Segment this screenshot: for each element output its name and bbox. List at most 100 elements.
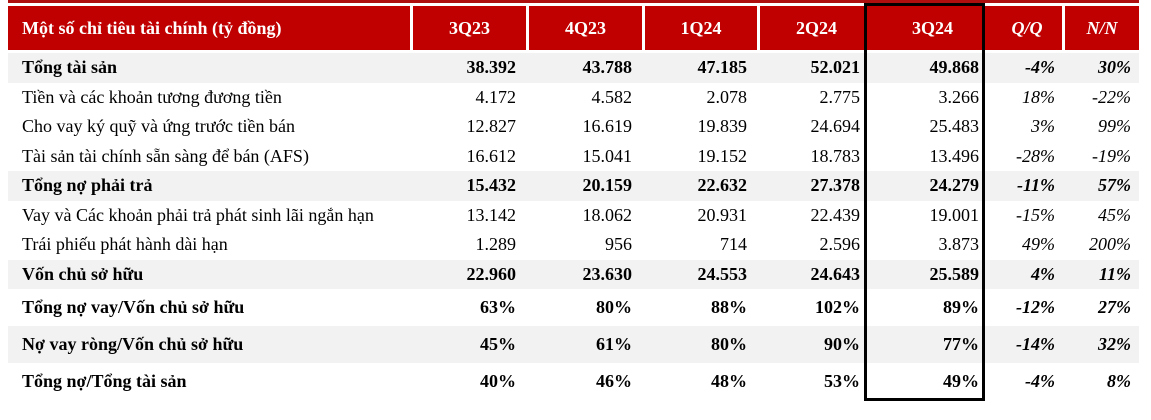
value-cell-2q24: 24.643	[810, 263, 861, 284]
qq-change-cell: -4%	[1025, 57, 1055, 78]
value-cell-3q24: 3.873	[938, 234, 980, 255]
nn-change-cell: 27%	[1098, 297, 1131, 317]
metric-label-cell: Trái phiếu phát hành dài hạn	[22, 234, 228, 255]
value-cell-3q23: 4.172	[475, 86, 517, 107]
metric-label-cell: Tổng nợ phải trả	[22, 175, 153, 196]
qq-change-cell: -12%	[1016, 297, 1055, 317]
value-cell-4q23: 4.582	[591, 86, 633, 107]
nn-change-cell: 8%	[1107, 371, 1131, 391]
value-cell-3q23: 12.827	[466, 116, 517, 137]
value-cell-4q23: 15.041	[582, 145, 633, 166]
value-cell-3q23: 16.612	[466, 145, 517, 166]
table-top-border	[8, 0, 1139, 3]
value-cell-2q24: 27.378	[810, 175, 861, 196]
qq-change-cell: 49%	[1022, 234, 1055, 255]
column-header-qq: Q/Q	[992, 6, 1065, 50]
table-row: Nợ vay ròng/Vốn chủ sở hữu 45% 61% 80% 90% 77…	[8, 326, 1139, 363]
metric-label-cell: Cho vay ký quỹ và ứng trước tiền bán	[22, 116, 295, 137]
value-cell-4q23: 16.619	[582, 116, 633, 137]
value-cell-3q24: 49%	[943, 371, 979, 391]
value-cell-2q24: 24.694	[810, 116, 861, 137]
value-cell-3q24: 19.001	[929, 204, 980, 225]
qq-change-cell: -28%	[1016, 145, 1055, 166]
value-cell-3q23: 15.432	[466, 175, 517, 196]
value-cell-4q23: 23.630	[582, 263, 633, 284]
value-cell-1q24: 88%	[711, 297, 747, 317]
nn-change-cell: -22%	[1092, 86, 1131, 107]
nn-change-cell: 200%	[1089, 234, 1131, 255]
table-body: Tổng tài sản 38.392 43.788 47.185 52.021 49.8…	[8, 53, 1139, 400]
value-cell-3q24: 3.266	[938, 86, 980, 107]
value-cell-1q24: 48%	[711, 371, 747, 391]
table-row: Vay và Các khoản phải trả phát sinh lãi …	[8, 201, 1139, 231]
nn-change-cell: 99%	[1098, 116, 1131, 137]
value-cell-1q24: 24.553	[697, 263, 748, 284]
value-cell-4q23: 956	[605, 234, 632, 255]
value-cell-1q24: 19.839	[697, 116, 748, 137]
qq-change-cell: -14%	[1016, 334, 1055, 354]
nn-change-cell: 45%	[1098, 204, 1131, 225]
value-cell-3q23: 1.289	[475, 234, 517, 255]
table-row: Tài sản tài chính sẵn sàng để bán (AFS) 1…	[8, 142, 1139, 172]
table-row: Tổng tài sản 38.392 43.788 47.185 52.021 49.8…	[8, 53, 1139, 83]
value-cell-4q23: 46%	[596, 371, 632, 391]
value-cell-3q24: 49.868	[929, 57, 980, 78]
column-header-1q24: 1Q24	[645, 6, 760, 50]
qq-change-cell: 3%	[1031, 116, 1055, 137]
metric-label-cell: Nợ vay ròng/Vốn chủ sở hữu	[22, 334, 244, 354]
value-cell-2q24: 18.783	[810, 145, 861, 166]
value-cell-2q24: 22.439	[810, 204, 861, 225]
value-cell-3q24: 77%	[943, 334, 979, 354]
value-cell-1q24: 19.152	[697, 145, 748, 166]
value-cell-2q24: 53%	[824, 371, 860, 391]
column-header-3q23: 3Q23	[413, 6, 529, 50]
value-cell-4q23: 61%	[596, 334, 632, 354]
value-cell-2q24: 52.021	[810, 57, 861, 78]
column-header-3q24-highlighted: 3Q24	[911, 17, 953, 38]
qq-change-cell: -15%	[1016, 204, 1055, 225]
table-row: Cho vay ký quỹ và ứng trước tiền bán 12.8…	[8, 112, 1139, 142]
value-cell-3q23: 45%	[480, 334, 516, 354]
value-cell-3q23: 63%	[480, 297, 516, 317]
table-row: Trái phiếu phát hành dài hạn 1.289 956 714 2…	[8, 230, 1139, 260]
metric-label-cell: Tổng nợ/Tổng tài sản	[22, 371, 187, 391]
value-cell-1q24: 20.931	[697, 204, 748, 225]
value-cell-1q24: 2.078	[706, 86, 748, 107]
table-row: Tổng nợ/Tổng tài sản 40% 46% 48% 53% 49% -4% 8%	[8, 363, 1139, 400]
value-cell-2q24: 2.775	[819, 86, 861, 107]
value-cell-1q24: 80%	[711, 334, 747, 354]
nn-change-cell: 32%	[1098, 334, 1131, 354]
metric-label-cell: Vốn chủ sở hữu	[22, 263, 144, 284]
metric-label-cell: Vay và Các khoản phải trả phát sinh lãi …	[22, 204, 374, 225]
value-cell-3q24: 89%	[943, 297, 979, 317]
table-header-row: Một số chỉ tiêu tài chính (tỷ đồng) 3Q23…	[8, 6, 1139, 50]
value-cell-2q24: 102%	[815, 297, 860, 317]
qq-change-cell: -11%	[1017, 175, 1055, 196]
nn-change-cell: 11%	[1098, 263, 1131, 284]
value-cell-3q24: 13.496	[929, 145, 980, 166]
qq-change-cell: 4%	[1031, 263, 1055, 284]
value-cell-2q24: 90%	[824, 334, 860, 354]
table-row: Tổng nợ phải trả 15.432 20.159 22.632 27.378…	[8, 171, 1139, 201]
column-header-4q23: 4Q23	[529, 6, 645, 50]
value-cell-3q24: 24.279	[929, 175, 980, 196]
table: Một số chỉ tiêu tài chính (tỷ đồng) 3Q23…	[8, 0, 1139, 400]
qq-change-cell: -4%	[1025, 371, 1055, 391]
value-cell-3q23: 38.392	[466, 57, 517, 78]
value-cell-1q24: 47.185	[697, 57, 748, 78]
value-cell-4q23: 43.788	[582, 57, 633, 78]
metric-label-cell: Tổng tài sản	[22, 57, 118, 78]
value-cell-3q23: 22.960	[466, 263, 517, 284]
metric-label-cell: Tài sản tài chính sẵn sàng để bán (AFS)	[22, 145, 309, 166]
table-row: Tổng nợ vay/Vốn chủ sở hữu 63% 80% 88% 102% 8…	[8, 289, 1139, 326]
nn-change-cell: 57%	[1098, 175, 1131, 196]
table-row: Tiền và các khoản tương đương tiền 4.172 4…	[8, 83, 1139, 113]
column-header-2q24: 2Q24	[795, 17, 837, 38]
value-cell-1q24: 22.632	[697, 175, 748, 196]
column-header-nn: N/N	[1086, 17, 1118, 38]
metric-label-cell: Tiền và các khoản tương đương tiền	[22, 86, 282, 107]
value-cell-4q23: 18.062	[582, 204, 633, 225]
value-cell-4q23: 20.159	[582, 175, 633, 196]
qq-change-cell: 18%	[1022, 86, 1055, 107]
